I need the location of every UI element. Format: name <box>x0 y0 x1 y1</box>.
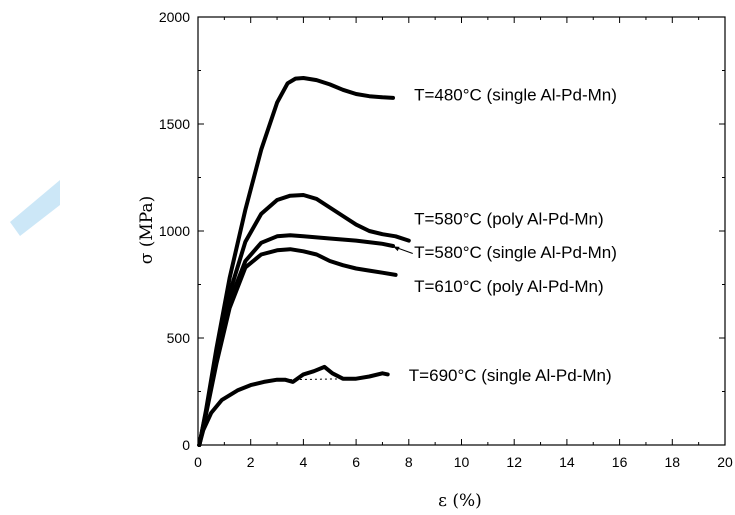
x-tick-label: 20 <box>717 454 733 470</box>
series-line-3 <box>197 233 395 447</box>
series-line-5 <box>197 364 390 447</box>
plot-axes: 0 2 4 6 8 10 12 14 16 18 20 0 500 1000 1500 2000 <box>159 9 733 470</box>
series-line-2 <box>197 193 411 447</box>
watermark-shape <box>10 180 60 236</box>
y-tick-label: 2000 <box>159 9 190 25</box>
y-axis-label: σ (MPa) <box>137 196 157 265</box>
series-line-4 <box>197 247 398 447</box>
series-line-1 <box>197 76 395 447</box>
y-tick-label: 500 <box>167 330 191 346</box>
annotation-arrowhead <box>392 246 400 252</box>
series-annotation: T=580°C (poly Al-Pd-Mn) <box>414 210 604 229</box>
x-tick-label: 18 <box>665 454 681 470</box>
x-tick-label: 6 <box>352 454 360 470</box>
series-annotation: T=610°C (poly Al-Pd-Mn) <box>414 277 604 296</box>
x-tick-label: 12 <box>506 454 522 470</box>
x-tick-label: 10 <box>454 454 470 470</box>
x-tick-label: 0 <box>194 454 202 470</box>
x-tick-label: 8 <box>405 454 413 470</box>
y-tick-label: 0 <box>182 437 190 453</box>
series-annotation: T=690°C (single Al-Pd-Mn) <box>409 366 612 385</box>
series-baseline-dotted <box>284 378 357 381</box>
x-tick-label: 16 <box>612 454 628 470</box>
x-tick-label: 2 <box>247 454 255 470</box>
series-annotation: T=580°C (single Al-Pd-Mn) <box>414 243 617 262</box>
x-axis-label: ε (%) <box>438 491 482 511</box>
x-tick-label: 14 <box>559 454 575 470</box>
y-tick-label: 1500 <box>159 116 190 132</box>
series-annotation: T=480°C (single Al-Pd-Mn) <box>414 85 617 104</box>
y-tick-label: 1000 <box>159 223 190 239</box>
x-tick-label: 4 <box>300 454 308 470</box>
annotations: T=480°C (single Al-Pd-Mn) T=580°C (poly A… <box>409 85 617 384</box>
plot-series <box>197 76 413 447</box>
